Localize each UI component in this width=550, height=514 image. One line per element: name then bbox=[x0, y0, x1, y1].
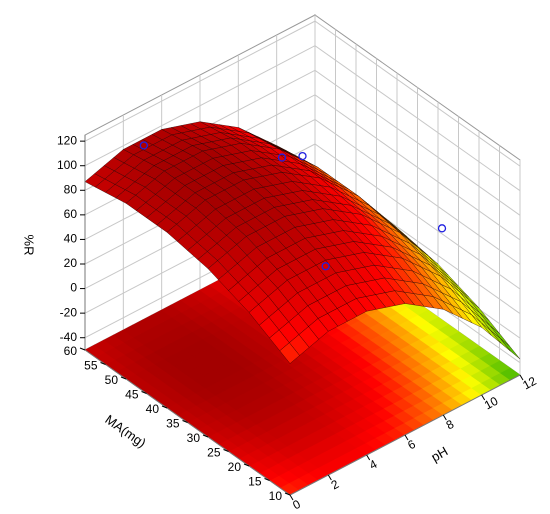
x-tick bbox=[366, 454, 371, 461]
y-tick bbox=[79, 347, 86, 351]
z-tick-label: 120 bbox=[57, 133, 77, 147]
y-tick-label: 35 bbox=[166, 417, 180, 431]
x-tick bbox=[404, 434, 409, 441]
x-tick-label: 10 bbox=[482, 394, 501, 413]
y-tick bbox=[141, 391, 147, 394]
y-tick bbox=[223, 449, 229, 452]
data-point bbox=[437, 224, 447, 233]
y-tick-label: 60 bbox=[64, 344, 78, 358]
x-tick bbox=[519, 374, 524, 381]
x-tick-label: 0 bbox=[290, 497, 303, 509]
z-tick-label: -40 bbox=[60, 330, 78, 344]
y-tick-label: 50 bbox=[105, 373, 119, 387]
x-tick-label: 6 bbox=[405, 437, 418, 453]
surface-patch bbox=[279, 342, 300, 364]
y-tick bbox=[243, 463, 250, 467]
y-tick-label: 55 bbox=[84, 359, 98, 373]
z-tick-label: 0 bbox=[70, 281, 77, 295]
y-axis-title: MA(mg) bbox=[102, 412, 148, 451]
y-tick bbox=[284, 492, 291, 496]
z-tick-label: -20 bbox=[60, 305, 78, 319]
z-tick-label: 40 bbox=[64, 232, 78, 246]
data-point bbox=[298, 151, 307, 161]
y-tick bbox=[161, 405, 168, 409]
y-tick-label: 40 bbox=[146, 402, 160, 416]
x-tick bbox=[327, 474, 332, 481]
z-tick-label: 100 bbox=[57, 158, 77, 172]
x-tick-label: 12 bbox=[520, 374, 539, 393]
y-tick-label: 20 bbox=[228, 460, 242, 474]
x-tick-label: 2 bbox=[329, 477, 342, 493]
x-tick bbox=[481, 394, 486, 401]
data-point bbox=[321, 262, 330, 271]
y-tick-label: 30 bbox=[187, 431, 201, 445]
y-tick-label: 15 bbox=[248, 475, 262, 489]
y-tick bbox=[120, 376, 127, 380]
z-axis-title: %R bbox=[22, 235, 37, 256]
y-tick-label: 10 bbox=[269, 489, 283, 503]
y-tick-label: 25 bbox=[207, 446, 221, 460]
z-tick-label: 20 bbox=[64, 256, 78, 270]
x-tick-label: 4 bbox=[367, 457, 380, 473]
y-tick bbox=[264, 478, 270, 481]
z-tick-label: 60 bbox=[64, 207, 78, 221]
y-tick bbox=[202, 434, 209, 438]
y-tick bbox=[100, 362, 106, 365]
y-tick-label: 45 bbox=[125, 388, 139, 402]
x-tick-label: 8 bbox=[444, 417, 457, 433]
data-point bbox=[139, 141, 148, 150]
z-tick-label: 80 bbox=[64, 182, 78, 196]
y-tick bbox=[182, 420, 188, 423]
x-tick bbox=[442, 414, 447, 421]
x-tick bbox=[289, 494, 294, 501]
x-axis-title: pH bbox=[429, 443, 451, 464]
data-point bbox=[277, 153, 287, 162]
